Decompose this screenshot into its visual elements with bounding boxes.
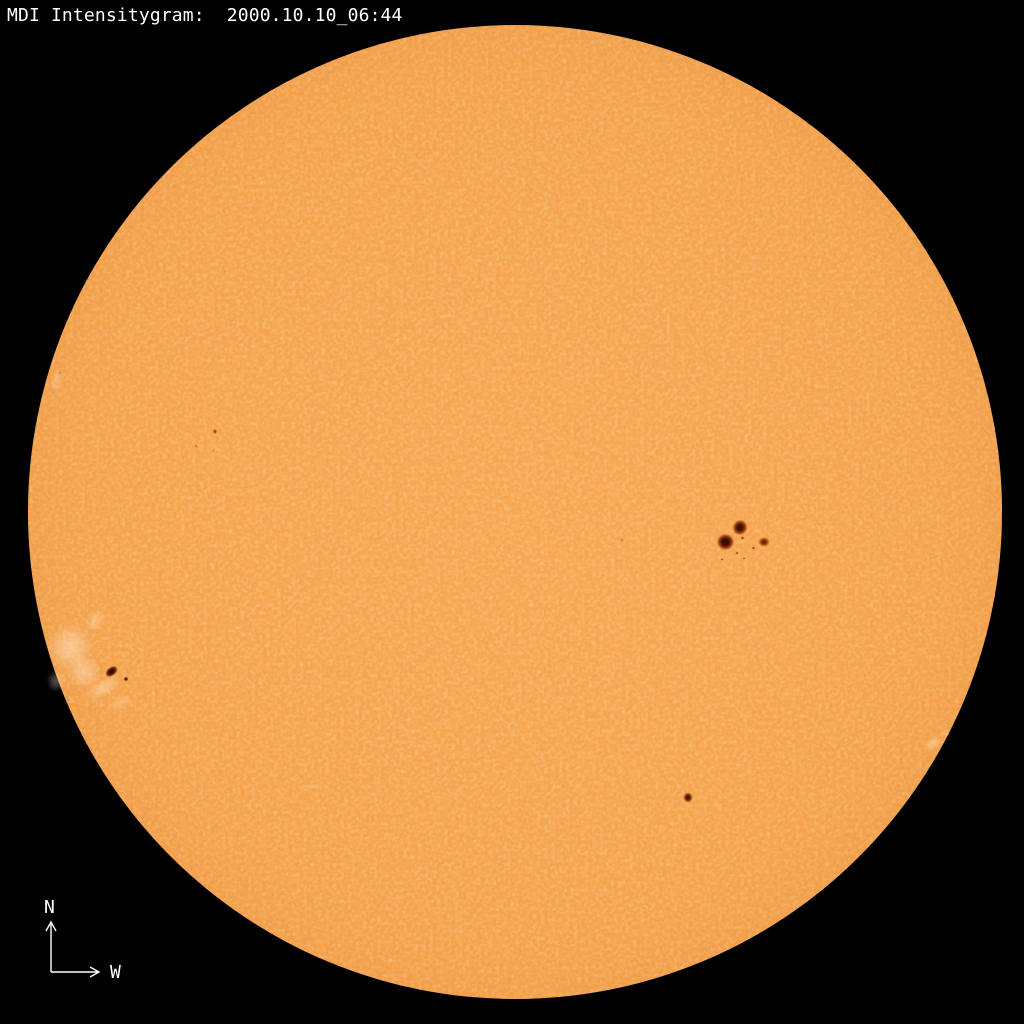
sun-limb-shading (28, 25, 1002, 999)
compass-north-label: N (44, 897, 55, 918)
compass-west-label: W (110, 962, 121, 983)
west-arrowhead-icon (89, 966, 101, 978)
north-arrowhead-icon (45, 920, 57, 932)
compass-rose: N W (44, 897, 121, 983)
image-title: MDI Intensitygram: 2000.10.10_06:44 (7, 5, 403, 26)
